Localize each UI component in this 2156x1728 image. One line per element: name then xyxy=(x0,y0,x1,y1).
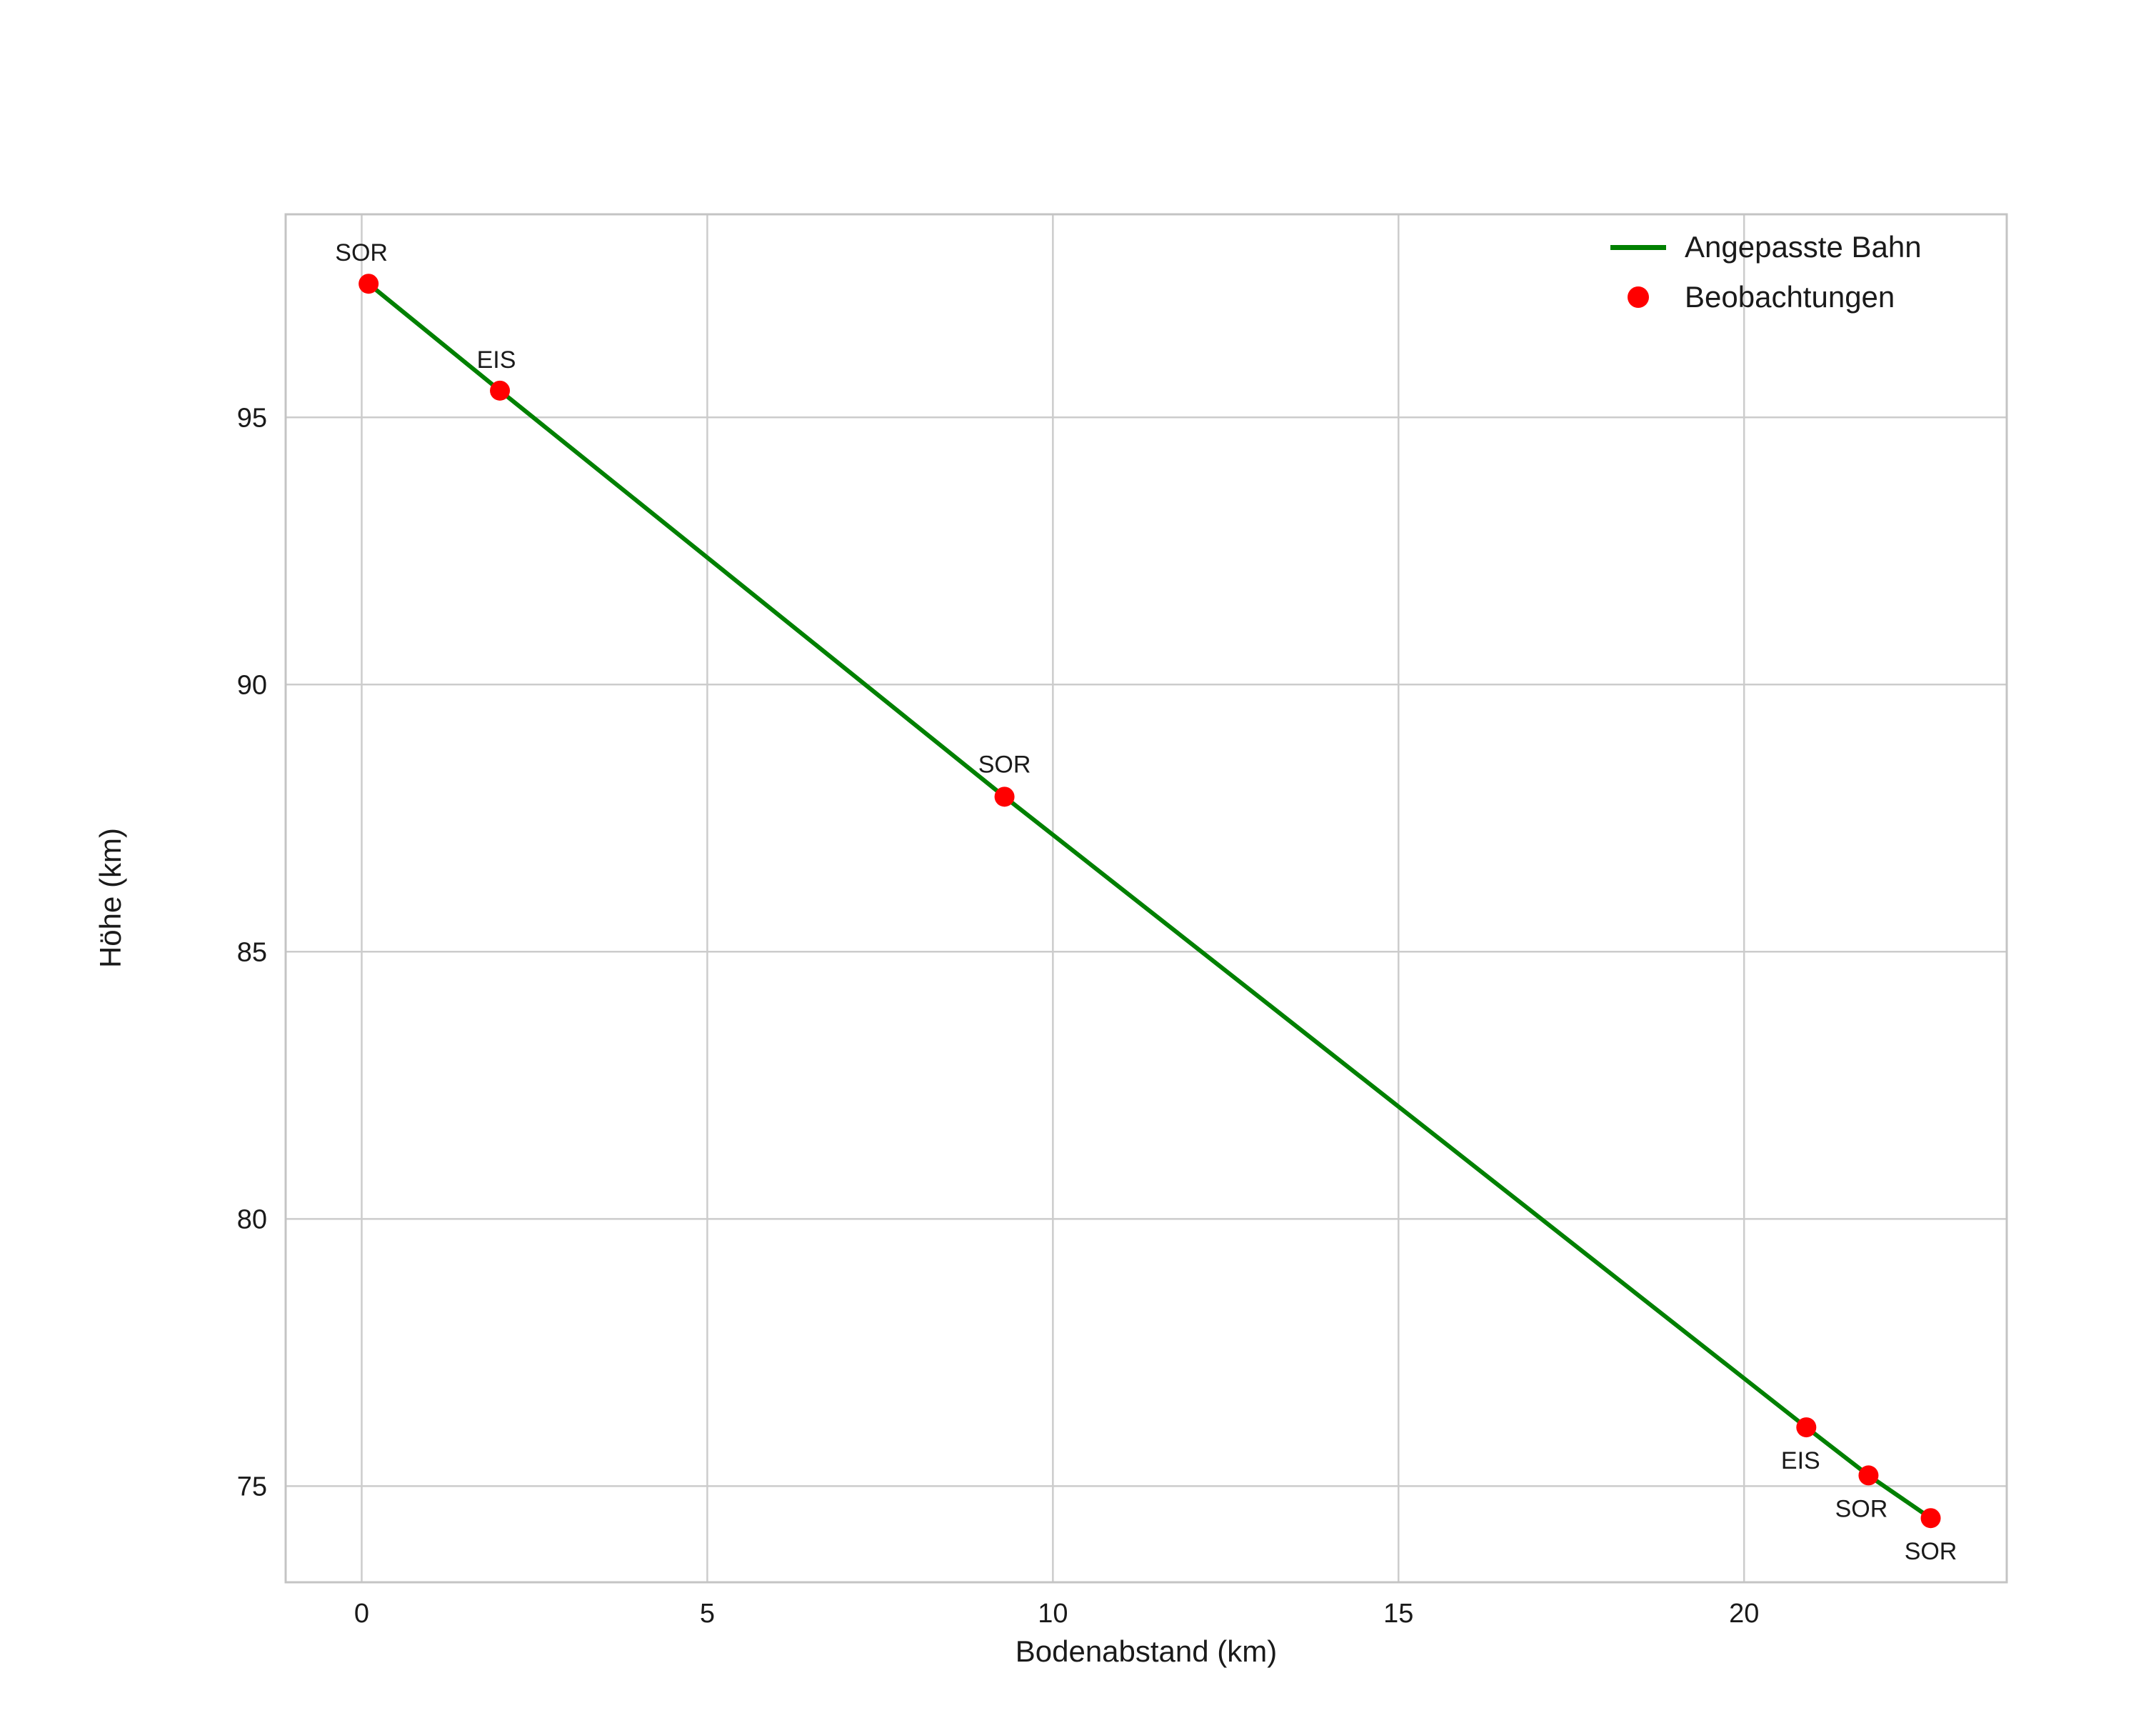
point-annotation: SOR xyxy=(1905,1538,1957,1565)
y-tick-label: 80 xyxy=(237,1204,267,1234)
legend-item-fitted-line: Angepasste Bahn xyxy=(1610,227,1922,267)
x-tick-label: 0 xyxy=(354,1599,369,1629)
y-tick-label: 95 xyxy=(237,403,267,433)
x-tick-label: 10 xyxy=(1038,1599,1068,1629)
point-annotation: SOR xyxy=(1835,1495,1888,1522)
fitted-line-swatch-icon xyxy=(1610,244,1666,250)
x-axis-label: Bodenabstand (km) xyxy=(1015,1634,1278,1668)
legend: Angepasste Bahn Beobachtungen xyxy=(1610,227,1922,317)
x-tick-label: 5 xyxy=(700,1599,715,1629)
x-tick-label: 15 xyxy=(1383,1599,1413,1629)
point-annotation: EIS xyxy=(477,346,516,374)
y-tick-label: 85 xyxy=(237,937,267,967)
point-annotation: SOR xyxy=(978,751,1031,778)
plot-frame xyxy=(284,213,2008,1584)
y-tick-label: 75 xyxy=(237,1472,267,1502)
observation-point xyxy=(1858,1465,1879,1486)
point-annotation: SOR xyxy=(335,239,388,266)
legend-label-observations: Beobachtungen xyxy=(1685,280,1895,314)
legend-label-fitted-line: Angepasste Bahn xyxy=(1685,230,1922,264)
legend-item-observations: Beobachtungen xyxy=(1610,277,1922,317)
point-annotation: EIS xyxy=(1781,1447,1820,1474)
fitted-line xyxy=(366,281,1933,1521)
observations-dot-swatch-icon xyxy=(1610,286,1666,308)
observation-point xyxy=(490,380,511,401)
observation-point xyxy=(1796,1417,1817,1438)
y-axis-label: Höhe (km) xyxy=(94,827,127,969)
x-tick-label: 20 xyxy=(1729,1599,1759,1629)
observation-point xyxy=(994,786,1015,807)
observation-point xyxy=(359,274,379,294)
y-tick-label: 90 xyxy=(237,670,267,700)
observation-point xyxy=(1920,1508,1941,1529)
